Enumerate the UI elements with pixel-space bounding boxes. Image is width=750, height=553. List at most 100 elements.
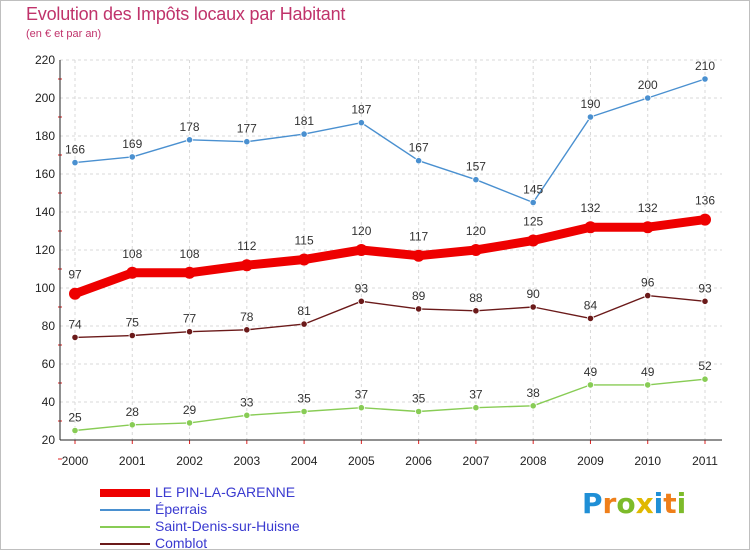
- data-point: [69, 287, 81, 300]
- data-label: 37: [355, 388, 369, 402]
- data-label: 52: [698, 359, 712, 373]
- data-point: [185, 136, 194, 144]
- data-point: [415, 305, 423, 313]
- x-tick-label: 2004: [291, 454, 318, 468]
- series-line-1: [74, 78, 706, 204]
- data-point: [469, 244, 482, 256]
- chart-subtitle: (en € et par an): [26, 28, 102, 40]
- legend-swatch: [100, 489, 150, 497]
- data-point: [243, 138, 251, 146]
- x-tick-label: 2007: [463, 454, 490, 468]
- data-label: 169: [122, 137, 142, 151]
- data-label: 167: [409, 141, 429, 155]
- data-label: 88: [469, 291, 483, 305]
- x-tick-label: 2000: [62, 454, 89, 468]
- x-tick-label: 2008: [520, 454, 547, 468]
- proxiti-logo: Proxiti: [582, 487, 686, 520]
- data-label: 112: [237, 239, 256, 253]
- data-label: 181: [294, 114, 314, 128]
- data-label: 187: [351, 103, 371, 117]
- data-point: [128, 331, 136, 340]
- data-point: [529, 198, 537, 207]
- data-point: [183, 266, 196, 279]
- data-label: 115: [295, 234, 314, 248]
- line-chart: 20 40 60 80 100 120 140 160 180 200 220 2000 2001 200…: [35, 53, 722, 468]
- logo-letter: i: [653, 487, 664, 520]
- data-point: [412, 249, 425, 262]
- data-label: 29: [183, 403, 197, 417]
- data-label: 49: [641, 365, 655, 379]
- y-tick-label: 80: [42, 319, 56, 333]
- x-tick-label: 2003: [233, 454, 260, 468]
- data-point: [472, 307, 480, 315]
- data-label: 33: [240, 395, 254, 409]
- logo-letter: x: [635, 487, 654, 520]
- data-label: 89: [412, 289, 426, 303]
- data-label: 35: [412, 392, 426, 406]
- grid-layer: [60, 59, 722, 441]
- data-point: [586, 314, 595, 322]
- data-label: 190: [580, 97, 600, 111]
- data-label: 74: [68, 317, 82, 331]
- chart-title: Evolution des Impôts locaux par Habitant: [26, 4, 346, 24]
- data-label: 120: [351, 224, 371, 238]
- data-point: [644, 381, 652, 389]
- data-point: [699, 213, 711, 226]
- data-label: 49: [584, 365, 598, 379]
- axis-layer: 20 40 60 80 100 120 140 160 180 200 220 2000 2001 200…: [35, 53, 722, 468]
- data-label: 90: [527, 287, 541, 301]
- data-label: 132: [580, 201, 600, 215]
- logo-letter: t: [663, 487, 677, 520]
- data-point: [240, 259, 253, 272]
- data-label: 97: [68, 268, 82, 282]
- data-point: [586, 381, 595, 389]
- y-tick-label: 140: [35, 205, 55, 219]
- data-label: 77: [183, 312, 197, 326]
- data-label: 157: [466, 160, 486, 174]
- logo-letter: P: [582, 487, 603, 520]
- data-label: 210: [695, 59, 715, 73]
- data-point: [472, 176, 480, 184]
- data-label: 81: [297, 304, 311, 318]
- data-point: [300, 130, 308, 138]
- legend-swatch: [100, 526, 150, 528]
- data-label: 93: [698, 281, 712, 295]
- x-tick-label: 2001: [119, 454, 146, 468]
- data-label: 75: [126, 316, 140, 330]
- data-point: [357, 404, 365, 412]
- series-line-0: [70, 215, 710, 299]
- data-point: [415, 407, 423, 416]
- data-point: [584, 221, 597, 234]
- x-tick-label: 2006: [405, 454, 432, 468]
- logo-letter: r: [602, 487, 617, 520]
- data-label: 145: [523, 183, 543, 197]
- data-point: [71, 159, 79, 167]
- data-label: 37: [469, 388, 483, 402]
- y-tick-label: 160: [35, 167, 55, 181]
- data-point: [126, 266, 139, 279]
- data-point: [71, 333, 79, 341]
- data-label: 177: [237, 122, 257, 136]
- data-label: 117: [409, 230, 428, 244]
- data-label-layer: 166 169 178 177 181 187 167 157 145 190 200 210 74 75…: [65, 59, 715, 425]
- data-point: [128, 421, 136, 429]
- data-point: [243, 326, 251, 334]
- data-label: 78: [240, 310, 254, 324]
- y-tick-label: 60: [42, 357, 56, 371]
- x-tick-label: 2002: [176, 454, 203, 468]
- y-tick-label: 220: [35, 53, 55, 67]
- legend-swatch: [100, 543, 150, 545]
- logo-letter: i: [676, 487, 687, 520]
- data-point: [644, 94, 652, 102]
- data-point: [641, 221, 654, 234]
- data-point: [300, 407, 308, 416]
- data-point: [529, 402, 537, 410]
- x-tick-label: 2005: [348, 454, 375, 468]
- data-point: [71, 426, 79, 435]
- data-point: [701, 375, 709, 383]
- data-label: 35: [297, 392, 311, 406]
- data-point: [529, 303, 537, 311]
- data-point: [185, 328, 194, 336]
- data-label: 108: [180, 247, 200, 261]
- x-tick-label: 2010: [634, 454, 661, 468]
